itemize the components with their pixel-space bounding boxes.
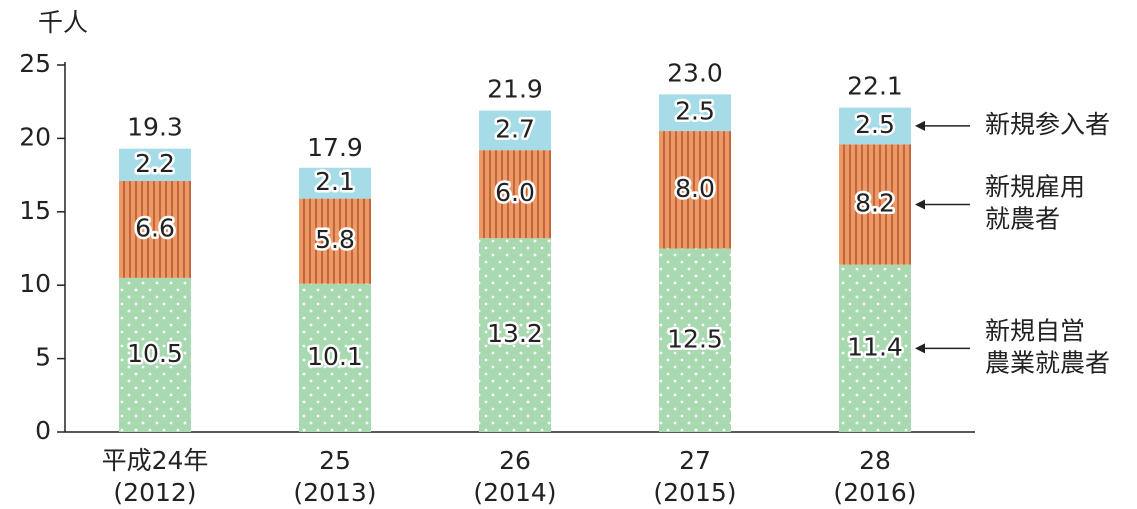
data-label: 2.7: [495, 114, 535, 143]
total-label: 23.0: [667, 58, 723, 87]
data-label: 10.5: [127, 339, 183, 368]
bar-segment: [839, 107, 911, 145]
x-tick-label: (2014): [473, 478, 556, 507]
y-tick-label: 5: [35, 343, 51, 372]
y-tick-label: 10: [19, 269, 51, 298]
bar-segment: [119, 148, 191, 181]
y-tick-label: 15: [19, 196, 51, 225]
total-label: 21.9: [487, 75, 543, 104]
bar-segment: [299, 198, 371, 284]
total-label: 22.1: [847, 72, 903, 101]
bar-segment: [659, 248, 731, 432]
data-label: 5.8: [315, 225, 355, 254]
legend-label: 新規参入者: [985, 110, 1110, 139]
data-label: 13.2: [487, 319, 543, 348]
data-label: 2.5: [855, 110, 895, 139]
total-label: 17.9: [307, 133, 363, 162]
data-label: 8.0: [675, 174, 715, 203]
y-tick-label: 20: [19, 122, 51, 151]
x-tick-label: 28: [859, 446, 891, 475]
data-label: 11.4: [847, 332, 903, 361]
y-tick-label: 25: [19, 49, 51, 78]
legend-label: 新規自営: [985, 316, 1085, 345]
bar-segment: [839, 144, 911, 265]
bar-segment: [299, 167, 371, 199]
legend-arrowhead: [915, 120, 925, 131]
data-label: 12.5: [667, 324, 723, 353]
x-tick-label: 平成24年: [102, 446, 209, 475]
bar-segment: [119, 180, 191, 278]
bar-segment: [119, 277, 191, 432]
data-label: 2.1: [315, 167, 355, 196]
bar-segment: [659, 131, 731, 249]
x-tick-label: (2016): [833, 478, 916, 507]
x-tick-label: (2012): [113, 478, 196, 507]
legend-label: 新規雇用: [985, 172, 1085, 201]
y-tick-label: 0: [35, 416, 51, 445]
y-axis-label: 千人: [38, 8, 88, 37]
data-label: 6.0: [495, 178, 535, 207]
bar-segment: [659, 94, 731, 132]
legend-arrowhead: [915, 199, 925, 210]
data-label: 2.5: [675, 97, 715, 126]
data-label: 8.2: [855, 188, 895, 217]
x-tick-label: 25: [319, 446, 351, 475]
bar-segment: [299, 283, 371, 432]
data-label: 2.2: [135, 149, 175, 178]
bar-segment: [479, 238, 551, 432]
bar-segment: [479, 110, 551, 151]
legend-label: 就農者: [985, 204, 1060, 233]
x-tick-label: 26: [499, 446, 531, 475]
x-tick-label: 27: [679, 446, 711, 475]
bar-segment: [839, 264, 911, 432]
total-label: 19.3: [127, 113, 183, 142]
legend-label: 農業就農者: [985, 348, 1110, 377]
bar-segment: [479, 150, 551, 239]
data-label: 10.1: [307, 342, 363, 371]
legend-arrowhead: [915, 343, 925, 354]
data-label: 6.6: [135, 213, 175, 242]
x-tick-label: (2015): [653, 478, 736, 507]
x-tick-label: (2013): [293, 478, 376, 507]
